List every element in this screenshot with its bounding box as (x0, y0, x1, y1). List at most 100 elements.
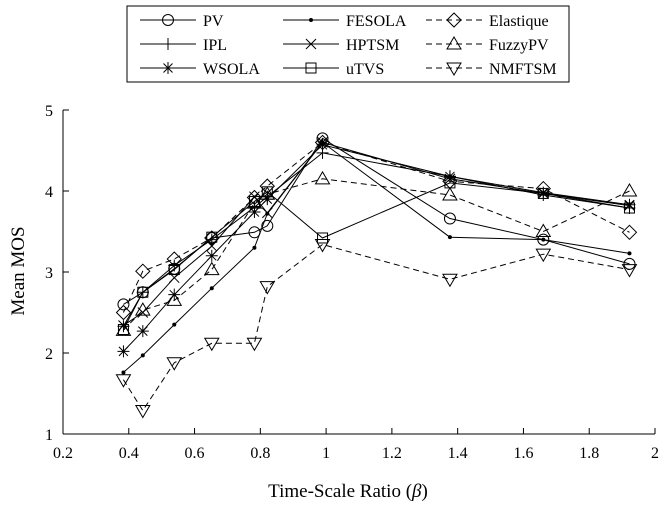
legend-marker-fesola (309, 18, 313, 22)
point-fuzzypv-5 (259, 186, 276, 200)
series-utvs (117, 177, 635, 336)
point-utvs-6 (317, 232, 329, 244)
legend-marker-pv (162, 14, 174, 26)
point-fuzzypv-9 (621, 183, 638, 197)
series-hptsm (118, 137, 635, 331)
point-hptsm-5 (261, 207, 273, 219)
point-elastique-6 (314, 134, 331, 151)
y-tick-label-2: 3 (45, 265, 53, 282)
point-fesola-0 (121, 370, 126, 375)
series-wsola (117, 138, 636, 358)
legend-label-elastique: Elastique (489, 13, 549, 30)
point-fuzzypv-7 (442, 187, 458, 201)
y-tick-label-3: 4 (45, 184, 53, 201)
series-line-nmftsm (122, 243, 630, 412)
series-pv (117, 132, 636, 311)
point-wsola-0 (117, 345, 130, 358)
point-fuzzypv-6 (314, 170, 331, 185)
legend: PV IPL WSOLA FESOLA HPTSM uTVS Elastique FuzzyP… (126, 5, 570, 83)
point-fuzzypv-2 (166, 292, 183, 306)
point-wsola-3 (205, 249, 218, 262)
x-axis-label-symbol: β (411, 481, 422, 502)
legend-marker-hptsm (305, 38, 317, 50)
series-line-fuzzypv (123, 178, 630, 331)
point-nmftsm-8 (535, 248, 552, 263)
point-utvs-9 (623, 202, 635, 214)
legend-item-elastique: Elastique (426, 12, 549, 30)
legend-item-nmftsm: NMFTSM (426, 61, 557, 78)
x-tick-label-0: 0.2 (53, 445, 73, 462)
x-axis-label-text: Time-Scale Ratio ( (268, 481, 412, 502)
series-nmftsm (115, 238, 638, 419)
legend-label-fesola: FESOLA (346, 13, 407, 30)
point-fuzzypv-3 (203, 261, 220, 276)
point-fesola-3 (209, 286, 214, 291)
legend-label-pv: PV (203, 13, 224, 30)
point-nmftsm-9 (621, 264, 638, 278)
legend-label-hptsm: HPTSM (346, 37, 399, 54)
y-axis-label: Mean MOS (8, 226, 29, 315)
legend-marker-ipl (162, 38, 174, 50)
x-tick-label-2: 0.6 (185, 445, 205, 462)
legend-item-hptsm: HPTSM (283, 37, 399, 54)
y-tick-label-0: 1 (45, 427, 53, 444)
point-utvs-3 (206, 231, 218, 243)
legend-item-fuzzypv: FuzzyPV (426, 36, 549, 54)
point-fesola-4 (252, 245, 257, 250)
x-tick-label-1: 0.4 (119, 445, 139, 462)
x-tick-label-3: 0.8 (250, 445, 270, 462)
legend-marker-fuzzypv (446, 36, 462, 50)
point-wsola-9 (623, 198, 636, 211)
x-tick-label-4: 1 (322, 445, 330, 462)
legend-label-fuzzypv: FuzzyPV (489, 37, 549, 54)
point-nmftsm-2 (166, 357, 183, 371)
point-elastique-2 (166, 251, 182, 267)
point-pv-5 (261, 219, 274, 232)
x-tick-label-6: 1.4 (448, 445, 468, 462)
point-wsola-1 (136, 325, 149, 338)
x-tick-label-8: 1.8 (579, 445, 599, 462)
point-fuzzypv-0 (115, 322, 132, 336)
legend-item-utvs: uTVS (283, 61, 384, 78)
x-axis-label-suffix: ) (422, 481, 428, 502)
legend-marker-wsola (162, 62, 174, 74)
legend-label-utvs: uTVS (346, 61, 384, 78)
point-fuzzypv-4 (246, 195, 263, 209)
point-nmftsm-1 (134, 405, 151, 419)
legend-box (126, 5, 570, 83)
legend-item-wsola: WSOLA (140, 61, 260, 78)
legend-item-fesola: FESOLA (283, 13, 407, 30)
x-tick-label-9: 2 (651, 445, 659, 462)
point-pv-0 (117, 298, 130, 311)
x-axis-label: Time-Scale Ratio (β) (268, 481, 428, 502)
y-tick-label-1: 2 (45, 346, 53, 363)
legend-item-ipl: IPL (140, 37, 227, 54)
point-nmftsm-5 (259, 281, 276, 295)
point-elastique-4 (246, 189, 263, 206)
point-wsola-4 (248, 206, 261, 219)
axes: 0.2 0.4 0.6 0.8 1 1.2 1.4 1.6 1.8 2 1 2 3 4 5 (45, 103, 659, 462)
series-elastique (115, 134, 638, 321)
point-utvs-1 (137, 286, 149, 298)
point-elastique-5 (259, 178, 276, 194)
point-nmftsm-4 (246, 337, 263, 352)
point-fesola-1 (140, 353, 145, 358)
point-elastique-0 (115, 304, 132, 321)
point-nmftsm-6 (314, 238, 331, 253)
point-hptsm-7 (444, 173, 456, 185)
legend-marker-utvs (305, 62, 317, 74)
point-wsola-8 (537, 186, 550, 199)
point-wsola-7 (443, 170, 456, 183)
legend-item-pv: PV (140, 13, 224, 30)
series-line-hptsm (123, 141, 630, 326)
point-elastique-9 (621, 224, 638, 241)
point-elastique-8 (535, 180, 552, 197)
series-fuzzypv (115, 170, 638, 336)
point-fesola-2 (172, 322, 177, 327)
legend-label-ipl: IPL (203, 37, 227, 54)
point-utvs-2 (168, 264, 180, 276)
point-fuzzypv-1 (134, 302, 151, 316)
x-tick-label-5: 1.2 (382, 445, 402, 462)
point-elastique-1 (135, 263, 151, 279)
